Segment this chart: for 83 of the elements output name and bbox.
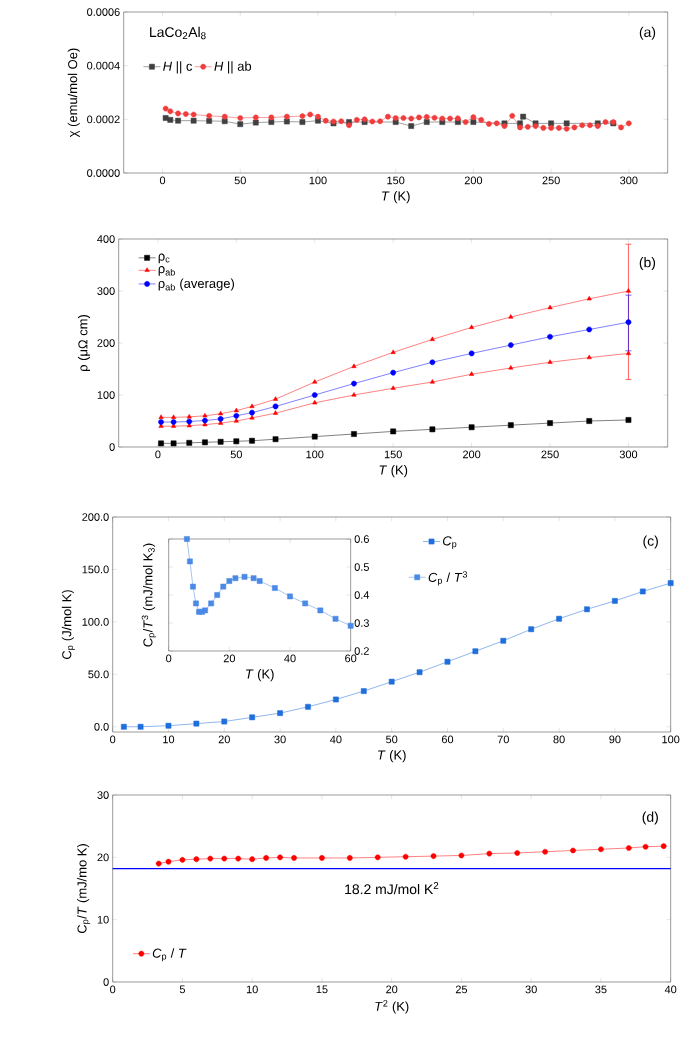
x-tick-label: 30 — [525, 985, 537, 994]
y-axis-title: C$_{p}$/T$^{3}$ (mJ/mol K$_{3}$) — [141, 543, 157, 647]
x-axis-title: T (K) — [382, 191, 410, 204]
x-axis-title: T (K) — [378, 750, 406, 763]
y-tick-label: 200 — [97, 339, 115, 347]
x-axis-title: T (K) — [246, 669, 274, 682]
annotation: (a) — [639, 26, 656, 40]
annotation: (b) — [639, 257, 656, 271]
legend-label: C$_{p}$ — [443, 536, 457, 549]
legend-label: ρ$_{ab}$ — [158, 266, 176, 276]
x-tick-label: 300 — [619, 450, 638, 459]
annotation: (c) — [643, 535, 659, 549]
y-tick-label: 0.0 — [94, 722, 109, 731]
y-tick-label: 0.6 — [354, 535, 370, 543]
x-tick-label: 90 — [609, 735, 621, 744]
y-tick-label: 200.0 — [82, 513, 109, 521]
y-tick-label: 0.2 — [354, 647, 370, 655]
x-tick-label: 60 — [345, 654, 357, 663]
y-tick-label: 300 — [97, 287, 115, 295]
legend-label: H || ab — [214, 61, 252, 74]
y-tick-label: 0.5 — [354, 563, 370, 571]
x-tick-label: 20 — [386, 985, 398, 994]
legend-label: ρ$_{c}$ — [158, 253, 170, 264]
x-axis-title: T (K) — [379, 465, 408, 478]
x-tick-label: 50 — [386, 735, 398, 744]
x-tick-label: 250 — [542, 176, 560, 185]
y-tick-label: 30 — [97, 791, 109, 799]
y-tick-label: 400 — [97, 235, 115, 243]
x-tick-label: 100 — [309, 176, 327, 185]
y-tick-label: 0.0004 — [87, 61, 120, 70]
x-tick-label: 25 — [456, 985, 468, 994]
legend-label: H || c — [163, 61, 193, 74]
x-tick-label: 20 — [223, 654, 236, 663]
y-tick-label: 0.0000 — [87, 169, 120, 177]
x-tick-label: 200 — [463, 450, 481, 459]
y-axis-title: C$_{p}$ (J/mol K) — [61, 590, 76, 659]
y-tick-label: 0.4 — [354, 591, 370, 599]
legend-label: C$_{p}$ / T — [152, 948, 187, 962]
x-tick-label: 10 — [247, 985, 258, 994]
x-axis-title: T$^{2}$ (K) — [375, 1000, 409, 1014]
y-tick-label: 0.0002 — [87, 115, 120, 124]
x-tick-label: 30 — [274, 735, 286, 744]
x-tick-label: 20 — [218, 735, 231, 744]
y-axis-title: C$_{p}$/T (mJ/mo K) — [77, 844, 91, 934]
x-tick-label: 0 — [160, 176, 166, 185]
y-axis-title: ρ (μΩ cm) — [78, 315, 91, 371]
x-tick-label: 0 — [166, 654, 172, 663]
x-tick-label: 40 — [330, 735, 342, 744]
x-tick-label: 5 — [179, 985, 186, 994]
x-tick-label: 60 — [442, 735, 454, 744]
y-tick-label: 0 — [103, 978, 109, 986]
ref-line-label: 18.2 mJ/mol K$^{2}$ — [345, 882, 439, 895]
x-tick-label: 40 — [284, 654, 296, 663]
y-tick-label: 0.3 — [354, 619, 370, 627]
x-tick-label: 300 — [620, 176, 638, 185]
y-tick-label: 50.0 — [88, 670, 109, 679]
y-tick-label: 100.0 — [82, 618, 109, 626]
legend-label: C$_{p}$ / T$^{3}$ — [428, 571, 468, 586]
x-tick-label: 50 — [234, 176, 247, 185]
x-tick-label: 200 — [464, 176, 483, 185]
x-tick-label: 150 — [387, 176, 405, 185]
x-tick-label: 10 — [163, 735, 175, 744]
legend-title: LaCo$_{2}$Al$_{8}$ — [150, 26, 206, 40]
annotation: (d) — [642, 811, 659, 825]
y-tick-label: 0.0006 — [87, 8, 120, 16]
y-tick-label: 150.0 — [82, 565, 109, 574]
x-tick-label: 250 — [541, 450, 559, 459]
x-tick-label: 100 — [662, 735, 680, 744]
y-tick-label: 10 — [97, 915, 109, 924]
x-tick-label: 0 — [155, 450, 161, 459]
y-tick-label: 100 — [97, 391, 115, 399]
x-tick-label: 80 — [553, 735, 565, 744]
x-tick-label: 70 — [497, 735, 510, 744]
x-tick-label: 100 — [306, 450, 324, 459]
x-tick-label: 35 — [595, 985, 607, 994]
y-tick-label: 20 — [97, 853, 109, 862]
x-tick-label: 15 — [316, 985, 328, 994]
y-tick-label: 0 — [109, 443, 115, 451]
x-tick-label: 50 — [230, 450, 243, 459]
y-axis-title: χ (emu/mol Oe) — [67, 48, 80, 138]
x-tick-label: 150 — [385, 450, 403, 459]
x-tick-label: 40 — [664, 985, 677, 994]
legend-label: ρ$_{ab}$ (average) — [158, 278, 235, 291]
